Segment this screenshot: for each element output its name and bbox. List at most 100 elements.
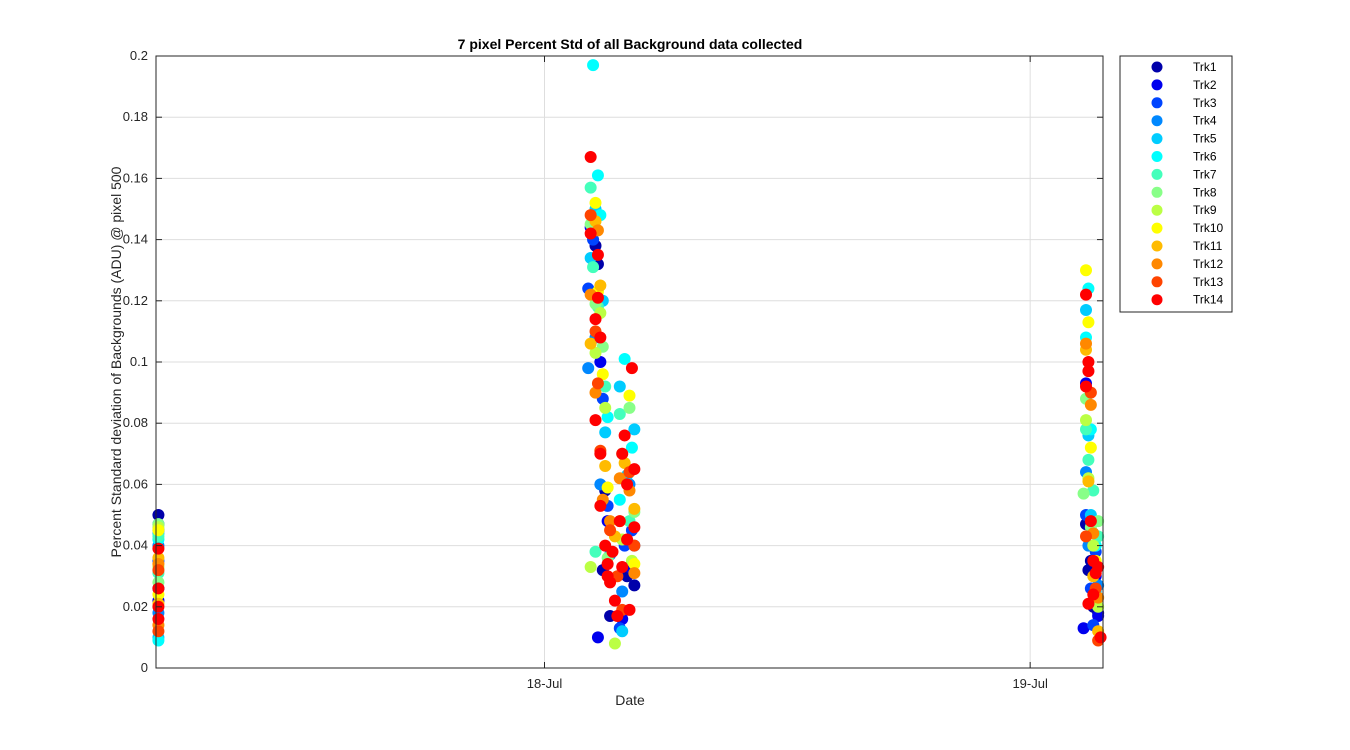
data-point	[594, 447, 607, 460]
legend-marker	[1151, 222, 1163, 234]
legend-marker	[1151, 204, 1163, 216]
legend-marker	[1151, 97, 1163, 109]
legend-marker	[1151, 258, 1163, 270]
data-point	[591, 631, 604, 644]
legend-label: Trk8	[1193, 185, 1217, 199]
data-point	[589, 196, 602, 209]
data-point	[1077, 622, 1090, 635]
legend-items: Trk1 Trk2 Trk3 Trk4 Trk5 Trk6 Trk7 Trk8 Trk9 Trk1…	[1151, 60, 1224, 307]
data-point	[1082, 597, 1095, 610]
data-point	[616, 585, 629, 598]
legend-marker	[1151, 115, 1163, 127]
data-point	[152, 582, 165, 595]
data-point	[601, 411, 614, 424]
data-point	[628, 502, 641, 515]
data-point	[604, 515, 617, 528]
legend-label: Trk7	[1193, 167, 1217, 181]
y-tick-label: 0.08	[123, 415, 148, 430]
data-point	[1080, 288, 1093, 301]
legend-box	[1119, 55, 1233, 313]
data-point	[1080, 530, 1093, 543]
chart-title: 7 pixel Percent Std of all Background da…	[458, 36, 803, 52]
data-point	[623, 401, 636, 414]
data-point	[628, 423, 641, 436]
data-point	[623, 389, 636, 402]
data-point	[589, 346, 602, 359]
data-point	[599, 426, 612, 439]
data-point	[623, 603, 636, 616]
data-point	[613, 380, 626, 393]
legend-marker	[1151, 186, 1163, 198]
data-point	[1080, 423, 1093, 436]
data-point	[589, 545, 602, 558]
data-point	[152, 564, 165, 577]
legend-label: Trk2	[1193, 78, 1217, 92]
data-point	[611, 609, 624, 622]
y-tick-label: 0.2	[130, 48, 148, 63]
data-point	[152, 509, 165, 521]
y-tick-label: 0.1	[130, 354, 148, 369]
data-point	[1084, 441, 1097, 454]
data-point	[601, 570, 614, 583]
data-point	[1094, 631, 1107, 644]
legend-label: Trk1	[1193, 60, 1217, 74]
data-point	[1080, 337, 1093, 350]
data-point	[1087, 539, 1100, 552]
data-point	[628, 463, 641, 476]
data-point	[584, 227, 597, 240]
y-tick-label: 0.14	[123, 232, 148, 247]
data-point	[616, 447, 629, 460]
y-tick-label: 0.18	[123, 109, 148, 124]
legend-label: Trk13	[1193, 275, 1224, 289]
data-point	[152, 613, 165, 626]
legend-marker	[1151, 294, 1163, 306]
data-point	[587, 261, 600, 274]
y-tick-label: 0.12	[123, 293, 148, 308]
legend-label: Trk6	[1193, 150, 1217, 164]
data-point	[1084, 515, 1097, 528]
x-axis-title: Date	[615, 692, 645, 708]
data-point	[613, 515, 626, 528]
data-point	[621, 533, 634, 546]
data-point	[618, 429, 631, 442]
y-tick-label: 0.06	[123, 476, 148, 491]
axes: 0 0.02 0.04 0.06 0.08 0.1 0.12 0.14 0.16 0.18 0.2 1…	[123, 48, 1103, 691]
data-point	[1080, 414, 1093, 427]
data-point	[584, 209, 597, 222]
data-point	[594, 356, 607, 368]
data-point	[599, 460, 612, 473]
y-tick-label: 0.04	[123, 538, 148, 553]
data-point	[599, 401, 612, 414]
legend-label: Trk3	[1193, 96, 1217, 110]
legend-marker	[1151, 240, 1163, 252]
data-point	[618, 456, 631, 469]
data-point	[1087, 588, 1100, 601]
y-tick-label: 0.02	[123, 599, 148, 614]
data-point	[152, 524, 165, 537]
data-point	[613, 408, 626, 421]
data-point	[589, 386, 602, 399]
data-points	[152, 59, 1107, 650]
y-tick-label: 0	[141, 660, 148, 675]
legend-label: Trk9	[1193, 203, 1217, 217]
data-point	[152, 634, 165, 647]
data-point	[628, 579, 641, 592]
data-point	[601, 557, 614, 570]
data-point	[596, 368, 609, 381]
legend-label: Trk5	[1193, 132, 1217, 146]
data-point	[584, 181, 597, 194]
data-point	[613, 493, 626, 506]
data-point	[1087, 484, 1100, 497]
data-point	[1080, 264, 1093, 277]
data-point	[616, 561, 629, 574]
data-point	[152, 625, 165, 638]
data-point	[1082, 356, 1095, 368]
data-point	[591, 169, 604, 182]
data-point	[606, 545, 619, 558]
data-point	[1084, 398, 1097, 411]
data-point	[608, 637, 621, 650]
y-tick-label: 0.16	[123, 170, 148, 185]
data-point	[1082, 475, 1095, 488]
data-point	[584, 337, 597, 350]
